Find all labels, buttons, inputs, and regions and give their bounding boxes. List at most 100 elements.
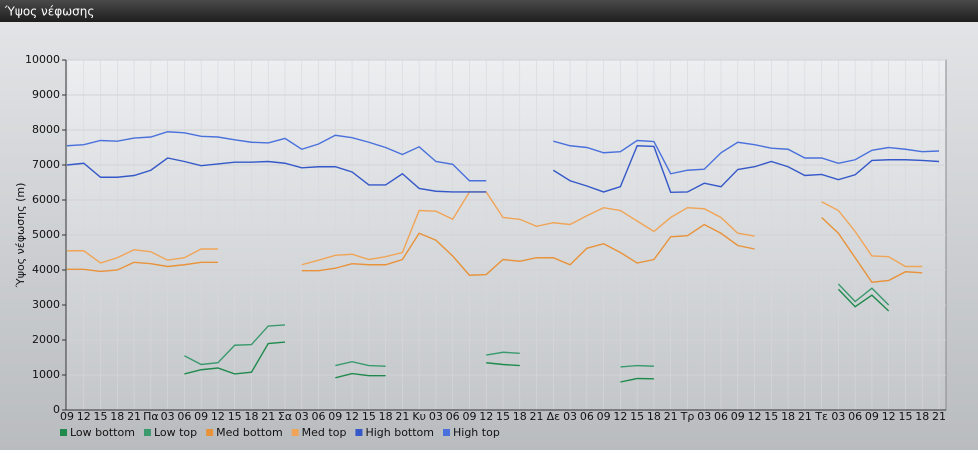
x-tick-label: 12 (748, 410, 762, 423)
x-tick-label: 09 (865, 410, 879, 423)
x-tick-label: 06 (177, 410, 191, 423)
x-tick-label: 12 (77, 410, 91, 423)
y-tick-label: 7000 (32, 158, 60, 171)
series-line (552, 145, 940, 194)
x-tick-label: 03 (831, 410, 845, 423)
window-title: Ύψος νέφωσης (4, 5, 94, 19)
series-line (67, 248, 218, 264)
x-tick-label: 15 (94, 410, 108, 423)
y-tick-label: 9000 (32, 88, 60, 101)
x-tick-label: 09 (731, 410, 745, 423)
x-tick-label: 15 (228, 410, 242, 423)
series-line (553, 139, 940, 175)
legend-label: High top (453, 426, 500, 439)
x-tick-label: 15 (496, 410, 510, 423)
x-tick-label: Τε (814, 410, 828, 423)
x-tick-label: 06 (312, 410, 326, 423)
y-tick-label: 1000 (32, 368, 60, 381)
y-tick-label: 5000 (32, 228, 60, 241)
series-line (66, 157, 487, 193)
legend-swatch (60, 429, 67, 436)
y-tick-label: 4000 (32, 263, 60, 276)
x-tick-label: 12 (345, 410, 359, 423)
series-line (486, 362, 520, 367)
x-tick-label: 03 (429, 410, 443, 423)
legend-swatch (143, 429, 151, 436)
x-tick-label: Σα (278, 410, 292, 423)
x-tick-label: 03 (161, 410, 175, 423)
x-tick-label: 12 (613, 410, 627, 423)
series-line (486, 351, 520, 356)
x-tick-label: 18 (647, 410, 661, 423)
y-tick-label: 2000 (32, 333, 60, 346)
x-tick-label: 09 (462, 410, 476, 423)
series-line (335, 360, 386, 367)
series-line (335, 372, 386, 379)
y-tick-label: 10000 (25, 53, 60, 66)
series-line (184, 341, 286, 375)
x-tick-label: 21 (127, 410, 141, 423)
legend-label: Med bottom (216, 426, 283, 439)
legend-label: Med top (302, 426, 347, 439)
x-tick-label: Τρ (680, 410, 695, 423)
x-tick-label: 12 (211, 410, 225, 423)
y-tick-label: 6000 (32, 193, 60, 206)
x-tick-label: 18 (379, 410, 393, 423)
x-tick-label: 21 (530, 410, 544, 423)
legend-swatch (206, 429, 214, 436)
series-line (301, 191, 755, 266)
x-tick-label: Δε (547, 410, 561, 423)
title-bar (0, 0, 978, 22)
series-line (821, 201, 923, 268)
x-tick-label: 21 (664, 410, 678, 423)
series-line (67, 261, 218, 273)
x-tick-label: 09 (194, 410, 208, 423)
x-tick-label: 21 (798, 410, 812, 423)
series-line (821, 216, 923, 283)
x-tick-label: Πα (143, 410, 159, 423)
x-tick-label: 21 (261, 410, 275, 423)
x-tick-label: 15 (362, 410, 376, 423)
series-line (620, 377, 654, 383)
x-tick-label: 12 (882, 410, 896, 423)
series-line (184, 324, 286, 366)
x-tick-label: 15 (764, 410, 778, 423)
x-tick-label: 18 (513, 410, 527, 423)
x-tick-label: 09 (597, 410, 611, 423)
legend-swatch (443, 429, 450, 436)
series-line (301, 223, 755, 276)
x-tick-label: 21 (932, 410, 946, 423)
x-tick-label: 03 (563, 410, 577, 423)
y-tick-label: 8000 (32, 123, 60, 136)
x-tick-label: 09 (328, 410, 342, 423)
legend-label: High bottom (365, 426, 434, 439)
x-tick-label: 03 (697, 410, 711, 423)
x-tick-label: 18 (110, 410, 124, 423)
series-line (837, 288, 890, 312)
x-tick-label: 18 (915, 410, 929, 423)
legend-swatch (291, 429, 299, 436)
y-axis-label: Ύψος νέφωσης (m) (14, 183, 27, 289)
x-tick-label: 21 (395, 410, 409, 423)
legend-label: Low bottom (70, 426, 135, 439)
series-line (66, 131, 487, 182)
x-tick-label: 12 (479, 410, 493, 423)
x-tick-label: 06 (446, 410, 460, 423)
x-tick-label: 06 (848, 410, 862, 423)
series-line (837, 283, 890, 306)
x-tick-label: 18 (781, 410, 795, 423)
legend-swatch (355, 429, 363, 436)
x-tick-label: 06 (714, 410, 728, 423)
y-tick-label: 0 (53, 403, 60, 416)
x-tick-label: 06 (580, 410, 594, 423)
series-line (620, 364, 654, 368)
x-tick-label: 18 (244, 410, 258, 423)
x-tick-label: 09 (60, 410, 74, 423)
x-tick-label: 03 (295, 410, 309, 423)
x-tick-label: 15 (630, 410, 644, 423)
x-tick-label: Κυ (412, 410, 426, 423)
legend-label: Low top (154, 426, 197, 439)
y-tick-label: 3000 (32, 298, 60, 311)
